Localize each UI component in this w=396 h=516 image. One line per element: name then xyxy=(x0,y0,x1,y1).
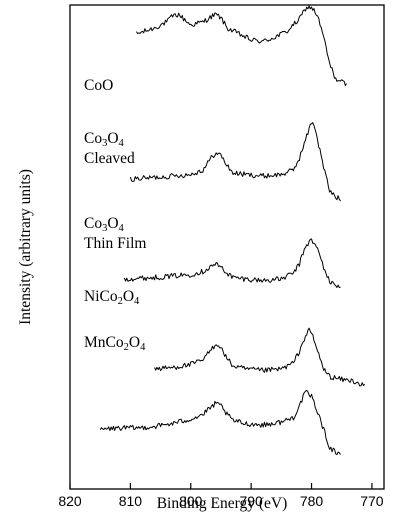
series-label: Co3O4 xyxy=(84,130,125,149)
series-label: Thin Film xyxy=(84,235,146,252)
x-tick-label: 770 xyxy=(360,493,384,509)
x-tick-label: 800 xyxy=(179,493,203,509)
series-trace xyxy=(123,238,341,288)
x-tick-label: 820 xyxy=(58,493,82,509)
series-trace xyxy=(129,122,341,202)
x-tick-label: 790 xyxy=(239,493,263,509)
series-label: CoO xyxy=(84,77,113,94)
series-trace xyxy=(154,327,366,387)
series-trace xyxy=(135,5,347,87)
series-label: NiCo2O4 xyxy=(84,288,140,307)
series-label: Cleaved xyxy=(84,150,135,167)
series-layer xyxy=(99,5,366,456)
x-tick-label: 780 xyxy=(300,493,324,509)
plot-frame xyxy=(69,4,385,490)
series-label: Co3O4 xyxy=(84,215,125,234)
x-axis-ticks: 820 810 800 790 780 770 xyxy=(58,483,384,509)
y-axis-label: Intensity (arbitrary units) xyxy=(17,169,34,325)
series-label: MnCo2O4 xyxy=(84,334,146,353)
x-tick-label: 810 xyxy=(119,493,143,509)
x-axis-label: Binding Energy (eV) xyxy=(157,495,288,512)
series-trace xyxy=(99,389,341,456)
